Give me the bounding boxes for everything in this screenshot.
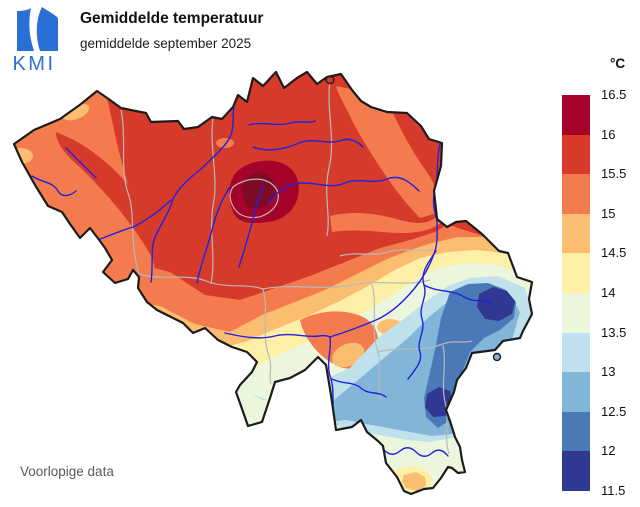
scale-tick-label: 13 [601,364,616,380]
zone-meuse-warm-core-1 [331,342,365,368]
scale-tick-label: 15 [601,205,616,221]
baarle-exclave [325,75,335,85]
map-subtitle: gemiddelde september 2025 [80,36,252,51]
scale-unit-label: °C [610,56,626,71]
color-scale-segment [562,174,590,214]
zone-high-fens-cold-core [477,287,515,321]
zone-orange-dash [150,317,162,321]
river-ambleve [423,284,493,304]
river-schelde [150,107,235,283]
scale-tick-label: 13.5 [601,324,627,340]
province-borders [120,79,473,455]
scale-tick-label: 14 [601,285,616,300]
map-title: Gemiddelde temperatuur [80,10,264,27]
color-scale-segment [562,213,590,254]
zone-gaume-warm-core [402,472,426,491]
logo-glyph-left [17,8,34,51]
logo-wordmark: KMI [12,53,55,74]
provisional-data-note: Voorlopige data [20,464,114,479]
scale-tick-label: 12.5 [601,403,627,419]
river-lesse [331,378,387,398]
zone-demer-tongue [330,212,442,233]
river-dender [196,187,230,284]
zone-red-dash [202,286,222,294]
color-scale-segment [562,332,590,373]
zone-west-orange [14,84,161,302]
scale-tick-label: 12 [601,443,616,459]
river-zenne [238,184,264,268]
kmi-logo: KMI [12,7,58,74]
river-demer [268,176,420,204]
river-sambre [224,332,331,339]
scale-tick-label: 11.5 [601,483,626,498]
river-meuse [327,220,438,430]
scale-tick-label: 16.5 [601,87,627,102]
color-scale-segment [562,293,590,333]
zone-kempen-band [336,86,442,218]
scale-tick-label: 15.5 [601,166,627,182]
scale-tick-label: 14.5 [601,245,627,261]
canal-north [248,120,316,126]
color-scale-segment [562,411,590,452]
river-ourthe [407,250,437,380]
color-scale-segment [562,451,590,491]
river-leie [91,199,172,243]
east-border-exclave [492,352,502,362]
color-scale-segment [562,253,590,293]
temperature-field [14,72,532,494]
logo-glyph-right [36,7,58,51]
country-border [12,70,534,496]
temperature-scale-ticks: 16.5 16 15.5 15 14.5 14 13.5 13 12.5 12 11.5 [601,87,639,498]
zone-small-orange-patch [216,138,234,148]
color-scale-segment [562,95,590,135]
river-ijzer [31,175,77,197]
color-scale-segment [562,134,590,175]
river-small-west [65,147,97,179]
river-nete [252,138,364,151]
scale-tick-label: 16 [601,126,616,142]
color-scale-segment [562,372,590,412]
temperature-color-scale [562,95,590,491]
rivers [31,107,493,457]
